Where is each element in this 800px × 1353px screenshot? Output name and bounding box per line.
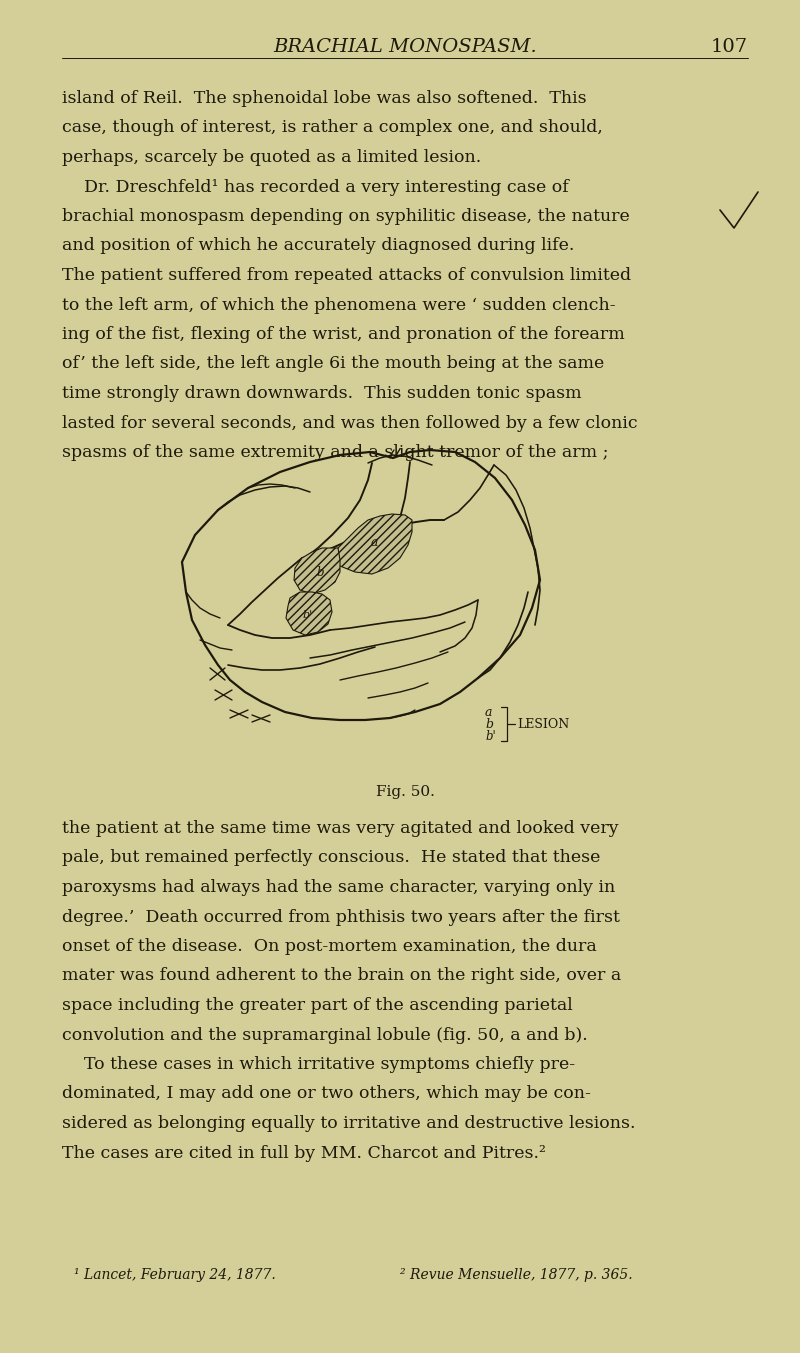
Text: Fig. 50.: Fig. 50. — [376, 785, 434, 800]
Text: The patient suffered from repeated attacks of convulsion limited: The patient suffered from repeated attac… — [62, 267, 631, 284]
Text: space including the greater part of the ascending parietal: space including the greater part of the … — [62, 997, 573, 1013]
Text: and position of which he accurately diagnosed during life.: and position of which he accurately diag… — [62, 238, 574, 254]
Text: mater was found adherent to the brain on the right side, over a: mater was found adherent to the brain on… — [62, 967, 622, 985]
Text: ² Revue Mensuelle, 1877, p. 365.: ² Revue Mensuelle, 1877, p. 365. — [400, 1268, 633, 1283]
Text: To these cases in which irritative symptoms chiefly pre-: To these cases in which irritative sympt… — [62, 1055, 575, 1073]
Text: lasted for several seconds, and was then followed by a few clonic: lasted for several seconds, and was then… — [62, 414, 638, 432]
Text: b': b' — [485, 729, 496, 743]
Text: a: a — [485, 705, 493, 718]
Text: b: b — [316, 566, 324, 579]
Text: degree.’  Death occurred from phthisis two years after the first: degree.’ Death occurred from phthisis tw… — [62, 908, 620, 925]
Text: the patient at the same time was very agitated and looked very: the patient at the same time was very ag… — [62, 820, 619, 838]
Text: pale, but remained perfectly conscious.  He stated that these: pale, but remained perfectly conscious. … — [62, 850, 601, 866]
Text: island of Reil.  The sphenoidal lobe was also softened.  This: island of Reil. The sphenoidal lobe was … — [62, 91, 587, 107]
Text: b': b' — [303, 610, 313, 620]
Text: case, though of interest, is rather a complex one, and should,: case, though of interest, is rather a co… — [62, 119, 603, 137]
Text: 107: 107 — [711, 38, 748, 55]
Polygon shape — [328, 514, 412, 574]
Text: a: a — [370, 536, 378, 548]
PathPatch shape — [182, 451, 540, 720]
Text: ing of the fist, flexing of the wrist, and pronation of the forearm: ing of the fist, flexing of the wrist, a… — [62, 326, 625, 344]
Text: The cases are cited in full by MM. Charcot and Pitres.²: The cases are cited in full by MM. Charc… — [62, 1145, 546, 1161]
Polygon shape — [294, 548, 340, 594]
Text: BRACHIAL MONOSPASM.: BRACHIAL MONOSPASM. — [274, 38, 537, 55]
Text: b: b — [485, 717, 493, 731]
Text: time strongly drawn downwards.  This sudden tonic spasm: time strongly drawn downwards. This sudd… — [62, 386, 582, 402]
Text: spasms of the same extremity and a slight tremor of the arm ;: spasms of the same extremity and a sligh… — [62, 444, 609, 461]
Text: ¹ Lancet, February 24, 1877.: ¹ Lancet, February 24, 1877. — [74, 1268, 276, 1283]
Text: LESION: LESION — [517, 717, 570, 731]
Text: convolution and the supramarginal lobule (fig. 50, a and b).: convolution and the supramarginal lobule… — [62, 1027, 588, 1043]
Text: brachial monospasm depending on syphilitic disease, the nature: brachial monospasm depending on syphilit… — [62, 208, 630, 225]
Text: to the left arm, of which the phenomena were ‘ sudden clench-: to the left arm, of which the phenomena … — [62, 296, 616, 314]
Text: paroxysms had always had the same character, varying only in: paroxysms had always had the same charac… — [62, 879, 616, 896]
Text: dominated, I may add one or two others, which may be con-: dominated, I may add one or two others, … — [62, 1085, 591, 1103]
Text: Dr. Dreschfeld¹ has recorded a very interesting case of: Dr. Dreschfeld¹ has recorded a very inte… — [62, 179, 569, 195]
Text: onset of the disease.  On post-mortem examination, the dura: onset of the disease. On post-mortem exa… — [62, 938, 597, 955]
Polygon shape — [286, 593, 332, 635]
Text: of’ the left side, the left angle 6i the mouth being at the same: of’ the left side, the left angle 6i the… — [62, 356, 605, 372]
Text: sidered as belonging equally to irritative and destructive lesions.: sidered as belonging equally to irritati… — [62, 1115, 636, 1132]
Text: perhaps, scarcely be quoted as a limited lesion.: perhaps, scarcely be quoted as a limited… — [62, 149, 482, 166]
